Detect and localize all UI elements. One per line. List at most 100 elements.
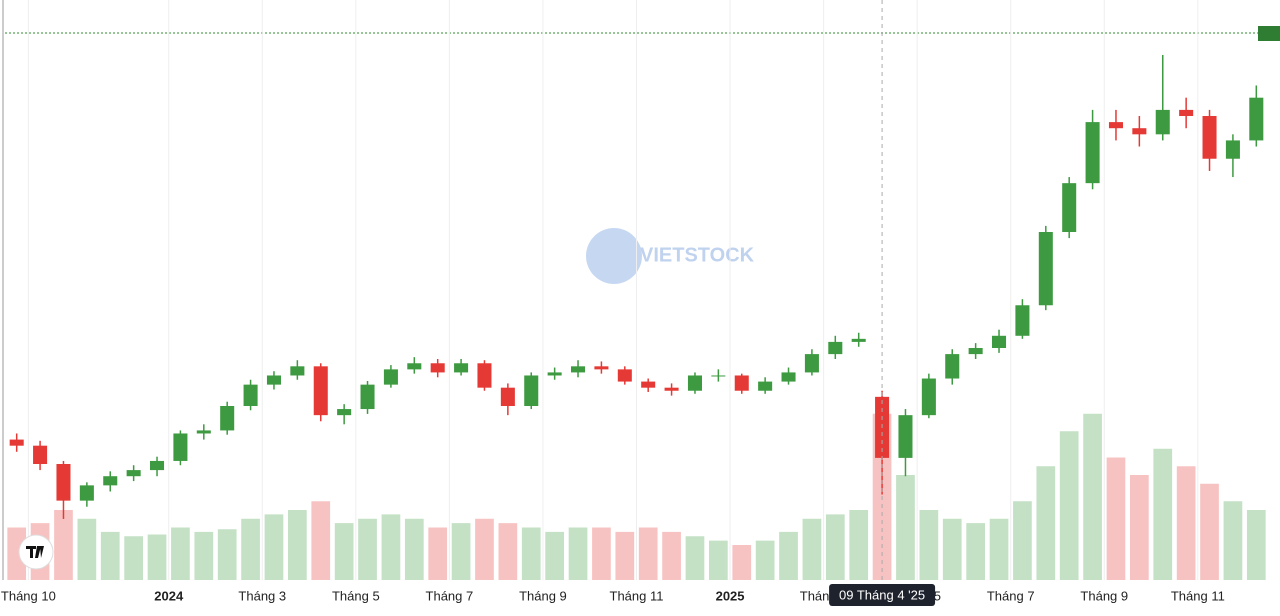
volume-bar	[802, 518, 822, 580]
volume-bar	[779, 531, 798, 580]
crosshair: 09 Tháng 4 '25	[829, 0, 936, 606]
candle-body	[945, 354, 960, 379]
volume-bar	[475, 518, 494, 580]
volume-bar	[100, 531, 120, 580]
volume-bar	[685, 536, 705, 580]
volume-bar	[451, 523, 471, 580]
volume-bar	[919, 510, 939, 580]
volume-bar	[521, 527, 541, 580]
volume-bar	[849, 510, 869, 580]
candle-body	[500, 387, 515, 406]
candle-body	[898, 415, 913, 458]
candle-body	[1179, 109, 1194, 116]
volume-bar	[77, 518, 97, 580]
candle-body	[734, 375, 749, 391]
candle-body	[454, 363, 469, 373]
volume-bar	[896, 475, 915, 580]
x-tick-label: Tháng 7	[987, 588, 1035, 603]
volume-bar	[825, 514, 845, 580]
volume-bar	[358, 518, 377, 580]
volume-bar	[1246, 510, 1266, 580]
volume-bar	[147, 534, 167, 580]
candle-body	[641, 381, 656, 388]
volume-bar	[1200, 483, 1219, 580]
candle-body	[290, 366, 305, 376]
candle-body	[968, 348, 983, 355]
candle-body	[1225, 140, 1240, 159]
candle-body	[126, 470, 141, 477]
candle-body	[56, 464, 71, 501]
volume-bar	[241, 518, 260, 580]
volume-bar	[1083, 413, 1102, 580]
candle-body	[79, 485, 94, 501]
x-tick-label: Tháng 10	[1, 588, 56, 603]
candle-body	[1015, 305, 1030, 336]
volume-bar	[1130, 475, 1149, 580]
volume-bar	[638, 527, 658, 580]
candle-body	[687, 375, 702, 391]
volume-bar	[171, 527, 190, 580]
volume-bar	[124, 536, 143, 580]
candle-body	[851, 338, 866, 342]
candle-body	[524, 375, 539, 406]
volume-bar	[755, 540, 775, 580]
candle-body	[150, 460, 165, 471]
x-tick-label: 2025	[716, 588, 745, 603]
watermark-text: VIETSTOCK	[640, 244, 755, 266]
volume-bar	[966, 523, 985, 580]
volume-bar	[615, 531, 635, 580]
tooltip-box	[829, 584, 936, 606]
candle-body	[711, 375, 726, 377]
volume-bar	[942, 518, 962, 580]
candle-body	[547, 372, 562, 376]
candle-body	[196, 430, 211, 434]
x-tick-label: Tháng 7	[426, 588, 474, 603]
volume-bar	[498, 523, 518, 580]
volume-bar	[404, 518, 424, 580]
candle-body	[758, 381, 773, 391]
volume-bar	[194, 531, 214, 580]
x-tick-label: Tháng 9	[1080, 588, 1128, 603]
watermark-logo	[586, 228, 642, 284]
volume-bar	[1153, 448, 1173, 580]
candle-body	[220, 406, 235, 431]
candle-body	[992, 335, 1007, 348]
candle-body	[266, 375, 281, 385]
candle-body	[1085, 122, 1100, 184]
candle-body	[1249, 97, 1264, 141]
candle-body	[1062, 183, 1077, 232]
x-tick-label: Tháng 9	[519, 588, 567, 603]
candle-body	[594, 366, 609, 370]
candle-body	[804, 354, 819, 373]
candle-body	[313, 366, 328, 416]
volume-bar	[381, 514, 401, 580]
candle-body	[781, 372, 796, 382]
x-axis: Tháng 10 2024 Tháng 3 Tháng 5 Tháng 7 Tháng 9…	[1, 588, 1225, 603]
candle-body	[337, 409, 352, 416]
candle-body	[1202, 116, 1217, 159]
price-tag	[1258, 26, 1280, 41]
candle-body	[1108, 122, 1123, 129]
candle-body	[33, 445, 48, 464]
volume-bar	[311, 501, 331, 580]
volume-bar	[709, 540, 728, 580]
x-tick-label: Tháng 3	[238, 588, 286, 603]
volume-bar	[217, 529, 237, 580]
candle-body	[173, 433, 188, 461]
volume-bar	[428, 527, 448, 580]
candle-body	[407, 363, 422, 370]
candle-body	[921, 378, 936, 416]
candle-body	[664, 387, 679, 391]
volume-bar	[288, 510, 307, 580]
volume-bar	[592, 527, 611, 580]
candle-body	[1132, 128, 1147, 135]
volume-bar	[334, 523, 354, 580]
candle-body	[243, 384, 258, 406]
x-tick-label: 2024	[154, 588, 184, 603]
x-tick-label: Tháng 11	[610, 588, 664, 603]
tooltip-text: 09 Tháng 4 '25	[839, 587, 925, 602]
candle-body	[360, 384, 375, 410]
candle-body	[1155, 109, 1170, 135]
